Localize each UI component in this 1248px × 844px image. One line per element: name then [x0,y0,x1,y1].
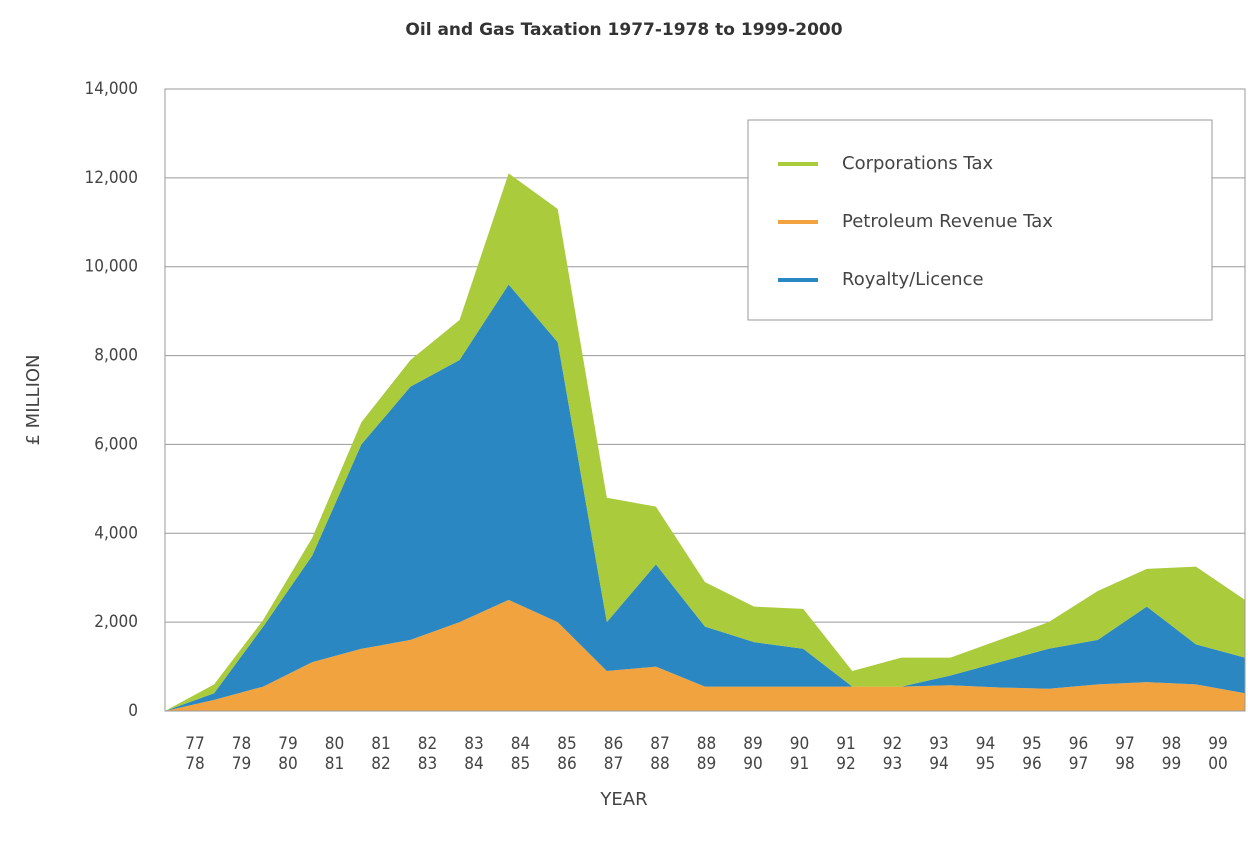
y-tick-label: 14,000 [85,79,139,99]
x-tick-label: 82 [371,754,390,774]
x-tick-label: 88 [697,734,716,754]
x-tick-label: 00 [1208,754,1227,774]
x-axis-label: YEAR [599,789,647,810]
legend-label: Corporations Tax [842,153,993,174]
x-tick-label: 79 [232,754,251,774]
x-tick-label: 99 [1208,734,1227,754]
x-tick-label: 89 [743,734,762,754]
x-tick-label: 88 [650,754,669,774]
x-tick-label: 87 [604,754,623,774]
x-tick-label: 95 [976,754,995,774]
x-tick-label: 93 [883,754,902,774]
x-tick-label: 83 [418,754,437,774]
x-tick-label: 78 [185,754,204,774]
x-tick-label: 79 [278,734,297,754]
x-tick-label: 81 [325,754,344,774]
legend-label: Petroleum Revenue Tax [842,211,1053,232]
x-tick-label: 84 [464,754,483,774]
x-tick-label: 91 [790,754,809,774]
x-tick-label: 85 [557,734,576,754]
x-tick-label: 81 [371,734,390,754]
x-tick-label: 80 [278,754,297,774]
y-tick-label: 10,000 [85,257,139,277]
x-tick-label: 97 [1069,754,1088,774]
y-tick-label: 6,000 [94,434,138,454]
x-tick-label: 93 [929,734,948,754]
x-tick-label: 97 [1115,734,1134,754]
area [165,173,1245,711]
x-tick-label: 85 [511,754,530,774]
y-tick-label: 0 [128,701,138,721]
x-tick-label: 87 [650,734,669,754]
x-tick-label: 95 [1022,734,1041,754]
x-tick-label: 94 [976,734,995,754]
x-tick-label: 98 [1162,734,1181,754]
area [165,284,1245,711]
x-tick-label: 99 [1162,754,1181,774]
y-tick-label: 2,000 [94,612,138,632]
x-tick-label: 90 [790,734,809,754]
y-tick-label: 4,000 [94,523,138,543]
plot-frame [164,88,1246,712]
y-tick-label: 12,000 [85,168,139,188]
area [165,599,1245,711]
x-tick-label: 83 [464,734,483,754]
y-axis-label: £ MILLION [23,354,44,445]
x-tick-label: 89 [697,754,716,774]
x-tick-label: 96 [1069,734,1088,754]
x-tick-label: 86 [557,754,576,774]
x-tick-label: 90 [743,754,762,774]
x-tick-label: 77 [185,734,204,754]
x-tick-label: 92 [883,734,902,754]
legend-box [747,119,1213,321]
y-tick-label: 8,000 [94,346,138,366]
x-tick-label: 82 [418,734,437,754]
x-tick-label: 94 [929,754,948,774]
legend-label: Royalty/Licence [842,269,984,290]
x-tick-label: 96 [1022,754,1041,774]
x-tick-label: 91 [836,734,855,754]
x-tick-label: 98 [1115,754,1134,774]
chart-title: Oil and Gas Taxation 1977-1978 to 1999-2… [405,20,842,40]
x-tick-label: 86 [604,734,623,754]
x-tick-label: 84 [511,734,530,754]
x-tick-label: 92 [836,754,855,774]
x-tick-label: 78 [232,734,251,754]
x-tick-label: 80 [325,734,344,754]
